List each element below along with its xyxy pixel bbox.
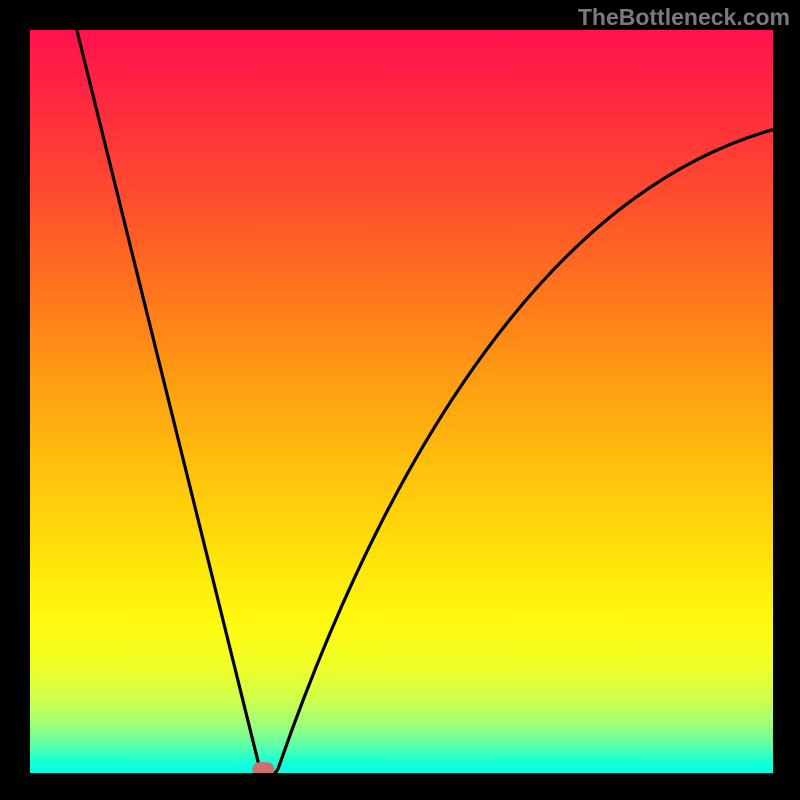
optimum-marker — [252, 762, 274, 776]
watermark-text: TheBottleneck.com — [578, 4, 790, 31]
chart-container: TheBottleneck.com — [0, 0, 800, 800]
bottleneck-chart — [0, 0, 800, 800]
plot-background — [30, 30, 773, 773]
